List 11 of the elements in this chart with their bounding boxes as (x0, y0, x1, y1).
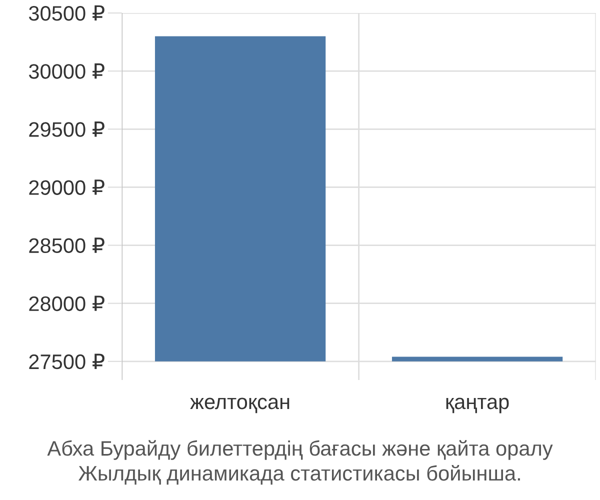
x-tick-label: қаңтар (446, 398, 509, 414)
x-tick-label: желтоқсан (190, 398, 290, 414)
y-tick-label: 29000 ₽ (29, 180, 104, 195)
y-tick-label: 27500 ₽ (29, 354, 104, 370)
y-tick-label: 30500 ₽ (28, 5, 104, 21)
y-tick-label: 28500 ₽ (29, 238, 104, 254)
text: Жылдық динамикада статистикасы бойынша. (78, 465, 520, 485)
y-tick-label: 29500 ₽ (29, 122, 104, 137)
y-tick-label: 28000 ₽ (29, 296, 104, 312)
text: Абха Бурайду билеттердің бағасы және қайта оралу (47, 440, 553, 460)
y-tick-label: 30000 ₽ (28, 63, 104, 79)
